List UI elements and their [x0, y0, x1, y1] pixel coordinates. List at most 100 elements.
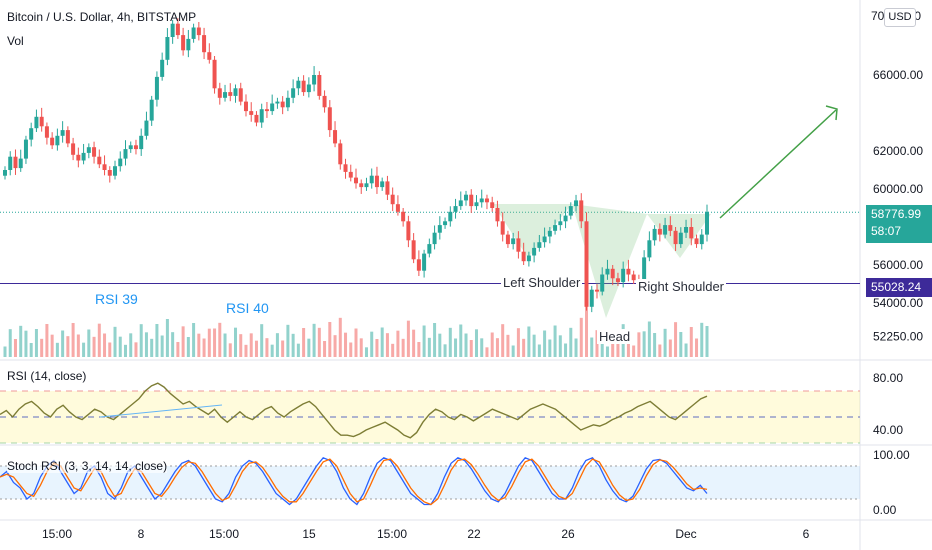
candle-body [3, 170, 7, 176]
left-shoulder-label: Left Shoulder [501, 275, 583, 290]
candle-body [584, 221, 589, 307]
candle-body [254, 114, 259, 123]
candle-body [270, 103, 275, 112]
time-tick-2: 15:00 [209, 527, 239, 541]
price-tick-1: 62000.00 [873, 144, 923, 158]
stoch-tick-100: 100.00 [873, 448, 910, 462]
volume-bar [391, 343, 395, 357]
candle-body [154, 76, 159, 100]
candle-body [81, 152, 86, 161]
candle-body [647, 240, 652, 258]
candle-body [516, 238, 521, 252]
candle-body [175, 23, 180, 36]
neckline-price-tag: 55028.24 [866, 278, 932, 297]
time-tick-8: 6 [803, 527, 810, 541]
volume-bar [19, 325, 23, 357]
volume-bar [695, 338, 699, 357]
candle-body [490, 202, 495, 208]
volume-bar [569, 327, 573, 357]
candle-body [71, 143, 76, 155]
candle-body [223, 92, 228, 98]
candle-body [228, 92, 233, 96]
candle-body [8, 156, 13, 170]
volume-bar [40, 338, 44, 357]
candle-body [579, 200, 584, 222]
candle-body [333, 130, 338, 144]
volume-bar [270, 344, 274, 357]
candle-body [589, 289, 594, 307]
price-tick-4: 54000.00 [873, 296, 923, 310]
volume-bar [323, 341, 327, 357]
candle-body [243, 101, 248, 112]
candle-body [202, 35, 207, 53]
volume-bar [82, 342, 86, 357]
volume-bar [265, 338, 269, 357]
candle-body [495, 208, 500, 222]
candle-body [133, 145, 138, 150]
volume-bar [375, 339, 379, 357]
volume-bar [223, 333, 227, 357]
volume-bar [171, 332, 175, 357]
currency-button[interactable]: USD [884, 8, 916, 27]
volume-bar [333, 335, 337, 357]
candle-body [107, 170, 112, 176]
volume-bar [396, 330, 400, 357]
time-tick-0: 15:00 [42, 527, 72, 541]
candle-body [317, 75, 322, 96]
volume-bar [260, 324, 264, 357]
rsi-39-label: RSI 39 [95, 291, 138, 307]
volume-bar [71, 323, 75, 357]
volume-bar [417, 342, 421, 357]
candle-body [128, 145, 133, 150]
candle-body [160, 59, 165, 77]
candle-body [76, 154, 81, 161]
volume-bar [689, 327, 693, 357]
volume-bar [244, 344, 248, 357]
volume-bar [328, 322, 332, 357]
candle-body [484, 198, 489, 203]
candle-body [306, 84, 311, 93]
candle-body [668, 225, 673, 231]
candle-body [699, 234, 704, 245]
volume-bar [579, 317, 583, 357]
volume-bar [370, 331, 374, 357]
candle-body [448, 211, 453, 222]
candle-body [390, 194, 395, 205]
candle-body [479, 198, 484, 203]
candle-body [238, 88, 243, 102]
volume-bar [537, 344, 541, 357]
candle-body [401, 211, 406, 222]
candle-body [652, 228, 657, 241]
volume-bar [291, 333, 295, 357]
price-tick-2: 60000.00 [873, 182, 923, 196]
volume-bar [344, 332, 348, 357]
volume-bar [647, 321, 651, 357]
volume-bar [8, 329, 12, 357]
candle-body [657, 228, 662, 235]
candle-body [511, 238, 516, 245]
candle-body [411, 240, 416, 260]
candle-body [469, 194, 474, 207]
candle-body [291, 88, 296, 98]
volume-bar [616, 342, 620, 357]
candle-body [705, 211, 709, 235]
volume-bar [249, 333, 253, 357]
volume-bar [658, 344, 662, 357]
price-tick-3: 56000.00 [873, 258, 923, 272]
volume-bar [228, 343, 232, 357]
candle-body [453, 206, 458, 212]
stoch-tick-0: 0.00 [873, 503, 897, 517]
candle-body [626, 268, 631, 275]
candle-body [181, 35, 186, 51]
volume-bar [312, 323, 316, 357]
candle-body [60, 130, 65, 136]
candle-body [610, 268, 615, 279]
volume-bar [286, 324, 290, 357]
volume-bar [401, 338, 405, 357]
volume-bar [296, 343, 300, 357]
candle-body [44, 126, 49, 138]
projection-arrow-line [719, 109, 837, 219]
volume-bar [275, 333, 279, 357]
